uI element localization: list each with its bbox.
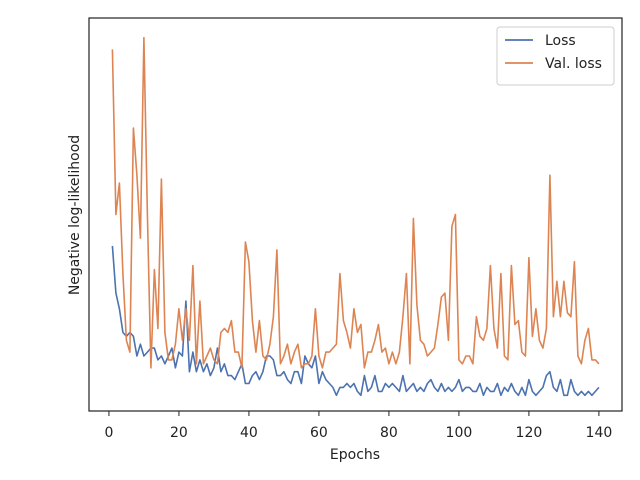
legend-box (496, 26, 615, 86)
x-tick-label: 80 (380, 425, 398, 441)
series-line (111, 36, 600, 369)
legend-label: Loss (545, 33, 576, 49)
x-tick-label: 120 (516, 425, 543, 441)
x-tick-label: 140 (586, 425, 613, 441)
x-tick-label: 100 (446, 425, 473, 441)
x-tick-label: 40 (240, 425, 258, 441)
legend-label: Val. loss (545, 56, 602, 72)
x-axis-label: Epochs (330, 447, 380, 463)
x-tick-label: 0 (104, 425, 113, 441)
series-line (111, 245, 600, 397)
x-tick-label: 20 (170, 425, 188, 441)
y-axis-label: Negative log-likelihood (67, 135, 83, 295)
x-tick-label: 60 (310, 425, 328, 441)
